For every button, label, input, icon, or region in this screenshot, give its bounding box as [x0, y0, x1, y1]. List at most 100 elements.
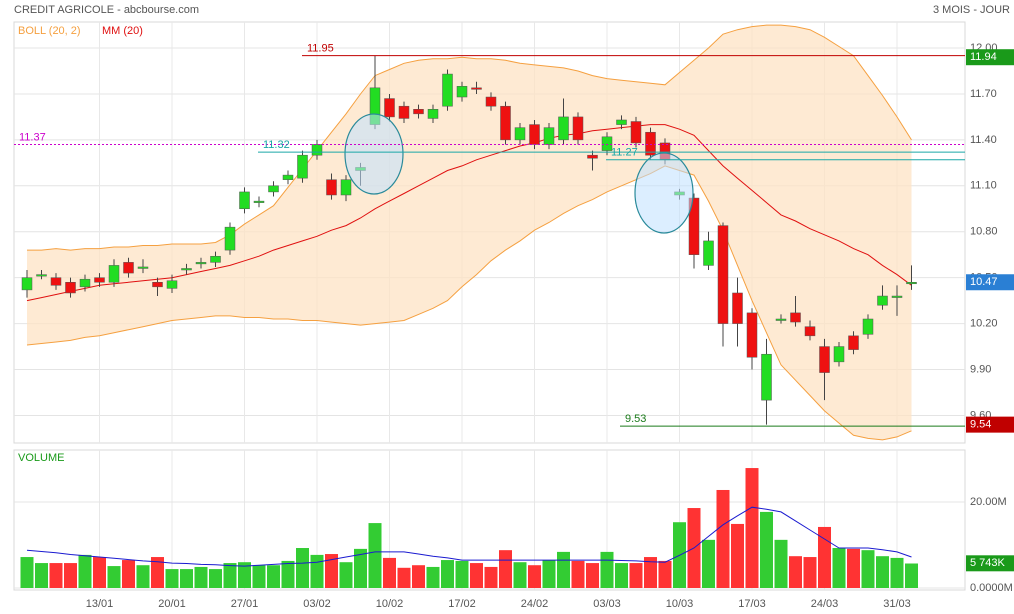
volume-bar [470, 563, 483, 588]
candle-body [398, 105, 410, 119]
candle-body [500, 105, 511, 141]
candle-body [326, 179, 337, 196]
band-upper [27, 24, 912, 251]
candle-body [268, 185, 279, 193]
volume-bar [310, 554, 324, 588]
x-tick-label: 17/02 [448, 598, 476, 610]
candle-body [224, 226, 236, 251]
candle-body [456, 86, 468, 98]
volume-bar [731, 523, 744, 588]
volume-bar [455, 560, 469, 588]
candle-body [514, 127, 526, 141]
candle-body [572, 116, 584, 141]
volume-bar [209, 569, 222, 588]
candle-body [746, 312, 758, 358]
candle-body [485, 96, 497, 107]
candle-body [804, 326, 816, 337]
x-tick-label: 13/01 [86, 598, 114, 610]
band-fill [27, 25, 912, 440]
volume-bar [180, 569, 193, 588]
level-label: 9.53 [625, 413, 646, 425]
candle-body [21, 277, 33, 291]
volume-bar [238, 562, 251, 588]
x-tick-label: 10/02 [376, 598, 404, 610]
x-tick-label: 03/03 [593, 598, 621, 610]
volume-bar [484, 566, 498, 588]
y-tick-label: 11.70 [970, 88, 997, 100]
volume-bar [789, 556, 802, 588]
volume-bar [194, 566, 208, 588]
candle-body [427, 109, 439, 119]
price-marker-label: 10.47 [970, 276, 998, 288]
volume-bar [296, 548, 309, 588]
volume-bar [78, 554, 92, 588]
volume-bar [528, 565, 541, 588]
candle-body [732, 292, 743, 324]
volume-bar [629, 563, 643, 588]
y-tick-label: 11.40 [970, 134, 997, 146]
y-tick-label: 20.00M [970, 496, 1007, 508]
candle-body [311, 144, 323, 156]
volume-bar [658, 560, 672, 588]
candle-body [848, 335, 859, 350]
volume-bar [151, 557, 164, 588]
price-marker-label: 9.54 [970, 419, 991, 431]
volume-bar [267, 565, 280, 588]
price-marker [966, 416, 1014, 433]
volume-bar [832, 548, 846, 588]
volume-bar [861, 550, 875, 588]
candle-body [210, 255, 221, 263]
volume-bar [325, 554, 338, 588]
volume-bar [64, 563, 77, 588]
level-label: 11.32 [263, 139, 290, 151]
price-marker-label: 11.94 [970, 51, 997, 63]
volume-bar [426, 566, 440, 588]
volume-marker-label: 5 743K [970, 557, 1006, 569]
volume-bar [122, 560, 135, 588]
candle-body [717, 225, 729, 324]
candle-body [790, 312, 801, 323]
candle-body [123, 262, 134, 274]
highlight-ellipse [344, 113, 404, 195]
y-tick-label: 0.0000M [970, 582, 1013, 594]
candle-body [384, 98, 395, 118]
volume-bar [542, 560, 556, 588]
volume-bar [745, 468, 759, 588]
volume-bar [600, 551, 614, 588]
legend-entry: MM (20) [102, 25, 143, 37]
candle-body [195, 262, 207, 265]
candle-body [282, 174, 294, 180]
candle-body [529, 124, 540, 145]
price-marker [966, 274, 1014, 291]
highlight-ellipse [634, 152, 694, 234]
x-tick-label: 24/02 [521, 598, 549, 610]
candle-body [50, 277, 62, 286]
volume-bar [412, 565, 425, 588]
chart-subtitle: 3 MOIS - JOUR [933, 4, 1010, 16]
x-tick-label: 20/01 [158, 598, 186, 610]
candle-body [833, 346, 845, 363]
candle-body [601, 136, 613, 151]
candle-body [558, 116, 569, 141]
volume-bar [93, 557, 106, 588]
candle-body [413, 109, 424, 115]
volume-bar [818, 526, 831, 588]
price-marker [966, 49, 1014, 66]
overlay: 9.609.9010.2010.5010.8011.1011.4011.7012… [14, 42, 1014, 610]
candle-body [616, 119, 627, 125]
x-tick-label: 03/02 [303, 598, 331, 610]
volume-bar [35, 563, 48, 588]
candle-body [94, 277, 105, 283]
volume-bar [165, 569, 179, 588]
volume-bar [644, 557, 657, 588]
volume-bar [760, 511, 773, 588]
candle-body [877, 295, 888, 306]
volume-bar [571, 560, 585, 588]
volume-bar [397, 567, 411, 588]
level-label: 11.27 [611, 147, 638, 159]
volume-bar [905, 563, 918, 588]
volume-bar [803, 557, 817, 588]
volume-bar [890, 557, 904, 588]
candle-body [761, 353, 772, 401]
volume-bar [20, 557, 34, 588]
